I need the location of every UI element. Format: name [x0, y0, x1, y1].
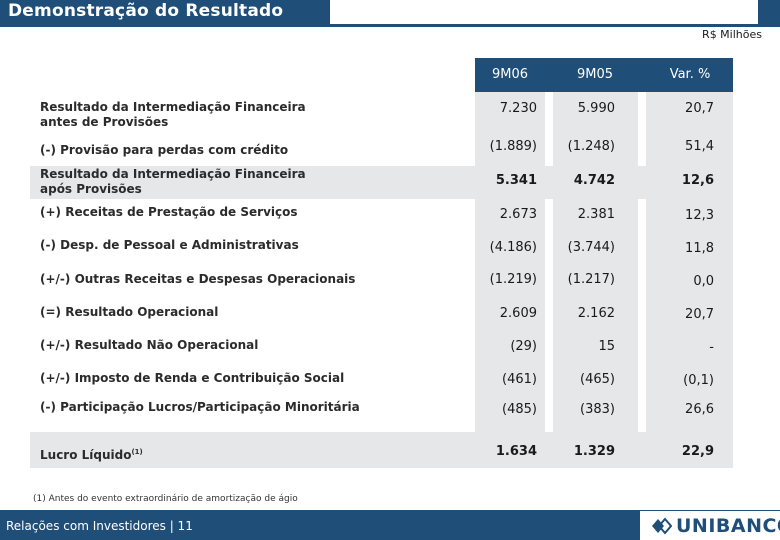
column-band-var	[646, 92, 733, 464]
cell-9m05: 1.329	[573, 444, 615, 459]
cell-var: 0,0	[693, 274, 714, 289]
column-header-var: Var. %	[669, 67, 711, 82]
cell-9m06: 5.341	[495, 173, 537, 188]
row-label: Resultado da Intermediação Financeira ap…	[40, 167, 306, 196]
cell-9m05: 2.162	[577, 306, 615, 321]
cell-9m06: (4.186)	[489, 240, 537, 255]
cell-9m05: 2.381	[577, 207, 615, 222]
cell-9m06: (29)	[510, 339, 537, 354]
corner-decoration	[758, 0, 780, 24]
cell-var: 20,7	[685, 101, 714, 116]
unibanco-logo-icon	[652, 517, 672, 535]
row-label: (+/-) Imposto de Renda e Contribuição So…	[40, 371, 345, 385]
cell-9m06: (1.889)	[489, 139, 537, 154]
cell-var: 22,9	[681, 444, 714, 459]
cell-9m05: 5.990	[577, 101, 615, 116]
column-header-9m06: 9M06	[491, 67, 529, 82]
header-band	[475, 58, 733, 92]
cell-var: 20,7	[685, 307, 714, 322]
cell-9m05: 15	[598, 339, 615, 354]
column-band-9m06	[475, 92, 545, 464]
title-underline	[0, 24, 780, 27]
page-title: Demonstração do Resultado	[8, 1, 284, 21]
cell-var: (0,1)	[683, 373, 714, 388]
highlight-row-band	[30, 166, 733, 199]
footnote: (1) Antes do evento extraordinário de am…	[33, 494, 298, 504]
cell-9m05: (1.248)	[567, 139, 615, 154]
cell-9m06: 2.673	[499, 207, 537, 222]
cell-var: -	[709, 340, 714, 355]
cell-9m05: (465)	[580, 372, 615, 387]
logo-text: UNIBANCO	[676, 515, 780, 537]
row-label: (=) Resultado Operacional	[40, 305, 219, 319]
net-income-band	[30, 432, 733, 468]
row-label: (+/-) Outras Receitas e Despesas Operaci…	[40, 272, 356, 286]
row-label: (+) Receitas de Prestação de Serviços	[40, 205, 298, 219]
column-header-9m05: 9M05	[576, 67, 614, 82]
cell-9m06: 2.609	[499, 306, 537, 321]
cell-var: 12,3	[685, 208, 714, 223]
cell-9m06: 7.230	[499, 101, 537, 116]
net-income-label: Lucro Líquido	[40, 448, 132, 462]
footnote-marker: (1)	[131, 448, 143, 456]
cell-var: 12,6	[681, 173, 714, 188]
cell-9m06: (485)	[502, 402, 537, 417]
cell-9m05: (3.744)	[567, 240, 615, 255]
cell-9m05: 4.742	[573, 173, 615, 188]
cell-9m05: (1.217)	[567, 272, 615, 287]
cell-9m06: (461)	[502, 372, 537, 387]
column-band-9m05	[553, 92, 638, 464]
cell-var: 11,8	[685, 241, 714, 256]
unit-label: R$ Milhões	[702, 28, 762, 41]
footer-text: Relações com Investidores | 11	[6, 519, 193, 533]
row-label-net-income: Lucro Líquido(1)	[40, 445, 143, 463]
cell-var: 26,6	[685, 402, 714, 417]
row-label: (-) Participação Lucros/Participação Min…	[40, 400, 360, 414]
cell-9m06: 1.634	[495, 444, 537, 459]
row-label: Resultado da Intermediação Financeira an…	[40, 100, 306, 129]
row-label: (-) Provisão para perdas com crédito	[40, 143, 289, 157]
cell-9m05: (383)	[580, 402, 615, 417]
row-label: (+/-) Resultado Não Operacional	[40, 338, 259, 352]
cell-9m06: (1.219)	[489, 272, 537, 287]
row-label: (-) Desp. de Pessoal e Administrativas	[40, 238, 299, 252]
title-bar	[0, 0, 330, 24]
cell-var: 51,4	[685, 139, 714, 154]
